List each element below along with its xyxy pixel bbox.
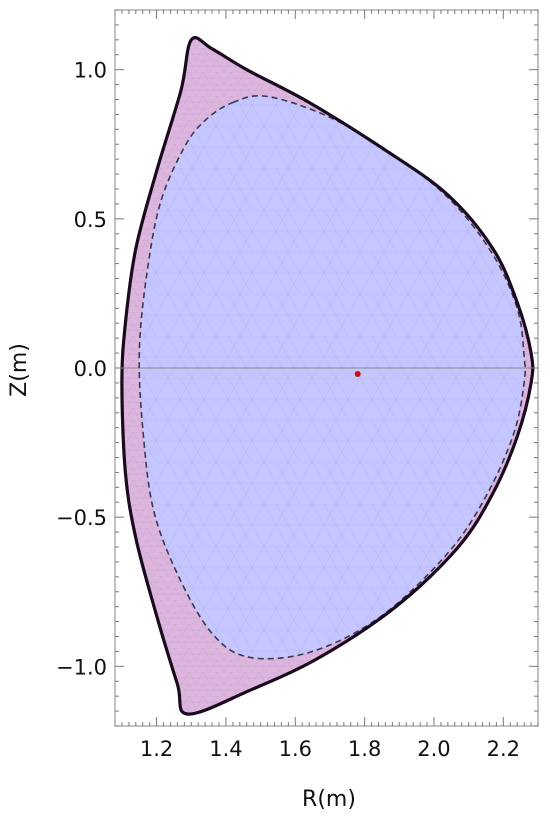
x-tick-label: 2.0 [417, 737, 450, 761]
inner-region-mesh [139, 95, 526, 659]
outer-boundary-line [120, 36, 535, 716]
x-tick-label: 2.2 [487, 737, 520, 761]
x-tick-label: 1.4 [209, 737, 242, 761]
x-axis-label: R(m) [302, 787, 356, 812]
x-axis-ticks: 1.2 1.4 1.6 1.8 2.0 2.2 [121, 10, 539, 761]
x-tick-label: 1.6 [279, 737, 312, 761]
magnetic-axis-point [354, 370, 361, 377]
plot-area [115, 36, 538, 716]
y-tick-label: −1.0 [56, 655, 107, 679]
y-tick-label: 1.0 [74, 59, 107, 83]
y-axis-ticks: 1.0 0.5 0.0 −0.5 −1.0 [56, 9, 538, 727]
y-tick-label: 0.0 [74, 357, 107, 381]
y-tick-label: 0.5 [74, 208, 107, 232]
y-axis-label: Z(m) [7, 343, 32, 397]
y-tick-label: −0.5 [56, 506, 107, 530]
x-tick-label: 1.8 [348, 737, 381, 761]
x-tick-label: 1.2 [140, 737, 173, 761]
